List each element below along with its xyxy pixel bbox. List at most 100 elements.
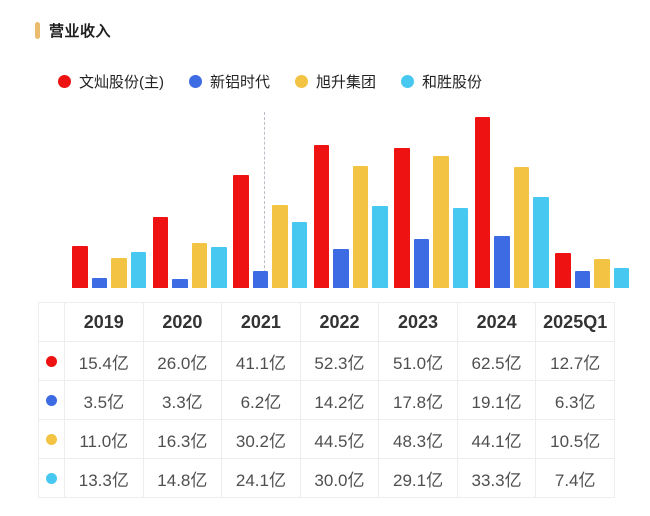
table-series-dot-cell-wencan xyxy=(38,341,65,381)
legend-label-xusheng: 旭升集团 xyxy=(316,74,377,91)
table-cell-xusheng-2023: 48.3亿 xyxy=(378,419,458,459)
table-header-year-2024: 2024 xyxy=(456,302,537,342)
bar-hesheng-2025Q1[interactable] xyxy=(613,267,629,288)
table-cell-hesheng-2021: 24.1亿 xyxy=(221,458,301,498)
bar-hesheng-2023[interactable] xyxy=(452,208,468,288)
bar-xinlv-2025Q1[interactable] xyxy=(574,270,590,288)
legend-item-wencan[interactable]: 文灿股份(主) xyxy=(58,71,164,92)
bar-xinlv-2023[interactable] xyxy=(413,239,429,288)
series-dot-icon-hesheng xyxy=(46,473,57,485)
bar-group-2022 xyxy=(313,112,388,288)
bar-xusheng-2020[interactable] xyxy=(191,243,207,288)
legend-item-hesheng[interactable]: 和胜股份 xyxy=(401,71,482,92)
table-cell-wencan-2019: 15.4亿 xyxy=(64,341,144,381)
table-cell-hesheng-2022: 30.0亿 xyxy=(299,458,380,498)
table-cell-hesheng-2025Q1: 7.4亿 xyxy=(535,458,615,498)
bar-groups xyxy=(72,112,629,288)
legend-label-hesheng: 和胜股份 xyxy=(422,74,483,91)
table-row-hesheng: 13.3亿 14.8亿 24.1亿 30.0亿 29.1亿 33.3亿 7.4亿 xyxy=(38,458,615,498)
legend-dot-icon-hesheng xyxy=(401,75,415,88)
bar-wencan-2024[interactable] xyxy=(474,116,490,288)
table-series-dot-cell-xusheng xyxy=(38,419,65,459)
bar-group-2024 xyxy=(474,112,549,288)
bar-xinlv-2021[interactable] xyxy=(252,271,268,288)
table-cell-wencan-2025Q1: 12.7亿 xyxy=(535,341,615,381)
table-series-dot-cell-hesheng xyxy=(38,458,65,498)
table-cell-hesheng-2020: 14.8亿 xyxy=(142,458,223,498)
bar-group-2020 xyxy=(152,112,227,288)
table-header-year-2019: 2019 xyxy=(64,302,144,342)
bar-hesheng-2022[interactable] xyxy=(372,205,388,288)
bar-xusheng-2024[interactable] xyxy=(513,167,529,288)
legend-dot-icon-xusheng xyxy=(295,75,309,88)
table-cell-xusheng-2022: 44.5亿 xyxy=(299,419,380,459)
table-header-year-2022: 2022 xyxy=(299,302,380,342)
legend-item-xusheng[interactable]: 旭升集团 xyxy=(295,71,376,92)
bar-xusheng-2023[interactable] xyxy=(433,155,449,288)
legend-dot-icon-wencan xyxy=(58,75,71,88)
chart-legend: 文灿股份(主) 新铝时代 旭升集团 和胜股份 xyxy=(58,71,482,92)
series-dot-icon-xusheng xyxy=(46,434,57,446)
table-cell-xinlv-2019: 3.5亿 xyxy=(64,380,144,420)
table-header-year-2025Q1: 2025Q1 xyxy=(535,302,615,342)
bar-xinlv-2024[interactable] xyxy=(494,235,510,288)
table-header-year-2021: 2021 xyxy=(221,302,301,342)
table-cell-hesheng-2023: 29.1亿 xyxy=(378,458,458,498)
bar-xusheng-2021[interactable] xyxy=(272,205,288,288)
revenue-table-head: 2019 2020 2021 2022 2023 2024 2025Q1 xyxy=(38,302,615,342)
bar-xinlv-2019[interactable] xyxy=(91,278,107,288)
page-title-row: 营业收入 xyxy=(35,20,111,41)
table-series-dot-cell-xinlv xyxy=(38,380,65,420)
revenue-table: 2019 2020 2021 2022 2023 2024 2025Q1 15.4亿 26.0… xyxy=(38,302,615,498)
bar-wencan-2023[interactable] xyxy=(394,148,410,288)
bar-wencan-2019[interactable] xyxy=(72,245,88,288)
table-cell-xinlv-2022: 14.2亿 xyxy=(299,380,380,420)
bar-xusheng-2022[interactable] xyxy=(352,166,368,288)
bar-hesheng-2019[interactable] xyxy=(130,251,146,288)
table-header-year-2023: 2023 xyxy=(378,302,458,342)
bar-xinlv-2020[interactable] xyxy=(172,279,188,288)
table-cell-xusheng-2024: 44.1亿 xyxy=(456,419,537,459)
table-cell-xusheng-2019: 11.0亿 xyxy=(64,419,144,459)
bar-wencan-2021[interactable] xyxy=(233,175,249,288)
bar-wencan-2022[interactable] xyxy=(313,144,329,288)
legend-item-xinlv[interactable]: 新铝时代 xyxy=(189,71,270,92)
table-cell-xusheng-2021: 30.2亿 xyxy=(221,419,301,459)
title-accent-bar-icon xyxy=(35,22,40,39)
page-title: 营业收入 xyxy=(49,23,112,40)
bar-hesheng-2021[interactable] xyxy=(291,222,307,288)
table-header-year-2020: 2020 xyxy=(142,302,223,342)
table-cell-wencan-2022: 52.3亿 xyxy=(299,341,380,381)
bar-wencan-2020[interactable] xyxy=(152,216,168,288)
table-row-xinlv: 3.5亿 3.3亿 6.2亿 14.2亿 17.8亿 19.1亿 6.3亿 xyxy=(38,380,615,420)
table-cell-xusheng-2020: 16.3亿 xyxy=(142,419,223,459)
table-cell-wencan-2024: 62.5亿 xyxy=(456,341,537,381)
bar-group-2021 xyxy=(233,112,307,288)
bar-xusheng-2025Q1[interactable] xyxy=(594,259,610,288)
bar-xusheng-2019[interactable] xyxy=(111,257,127,288)
legend-label-wencan: 文灿股份(主) xyxy=(79,74,164,91)
table-row-wencan: 15.4亿 26.0亿 41.1亿 52.3亿 51.0亿 62.5亿 12.7亿 xyxy=(38,341,615,381)
bar-hesheng-2020[interactable] xyxy=(211,247,227,288)
table-cell-xinlv-2023: 17.8亿 xyxy=(378,380,458,420)
table-cell-wencan-2020: 26.0亿 xyxy=(142,341,223,381)
table-cell-wencan-2023: 51.0亿 xyxy=(378,341,458,381)
series-dot-icon-wencan xyxy=(46,356,57,368)
bar-group-2019 xyxy=(72,112,146,288)
table-cell-xusheng-2025Q1: 10.5亿 xyxy=(535,419,615,459)
bar-hesheng-2024[interactable] xyxy=(533,196,549,288)
table-corner-cell xyxy=(38,302,65,342)
table-cell-xinlv-2025Q1: 6.3亿 xyxy=(535,380,615,420)
bar-wencan-2025Q1[interactable] xyxy=(555,253,571,288)
table-cell-wencan-2021: 41.1亿 xyxy=(221,341,301,381)
revenue-bar-chart xyxy=(72,112,629,288)
table-header-row: 2019 2020 2021 2022 2023 2024 2025Q1 xyxy=(38,302,615,342)
table-cell-xinlv-2021: 6.2亿 xyxy=(221,380,301,420)
bar-xinlv-2022[interactable] xyxy=(333,249,349,288)
legend-label-xinlv: 新铝时代 xyxy=(210,74,271,91)
table-cell-hesheng-2024: 33.3亿 xyxy=(456,458,537,498)
revenue-table-body: 15.4亿 26.0亿 41.1亿 52.3亿 51.0亿 62.5亿 12.7亿 3.5亿 3… xyxy=(38,341,615,498)
table-cell-hesheng-2019: 13.3亿 xyxy=(64,458,144,498)
bar-group-2025Q1 xyxy=(555,112,629,288)
